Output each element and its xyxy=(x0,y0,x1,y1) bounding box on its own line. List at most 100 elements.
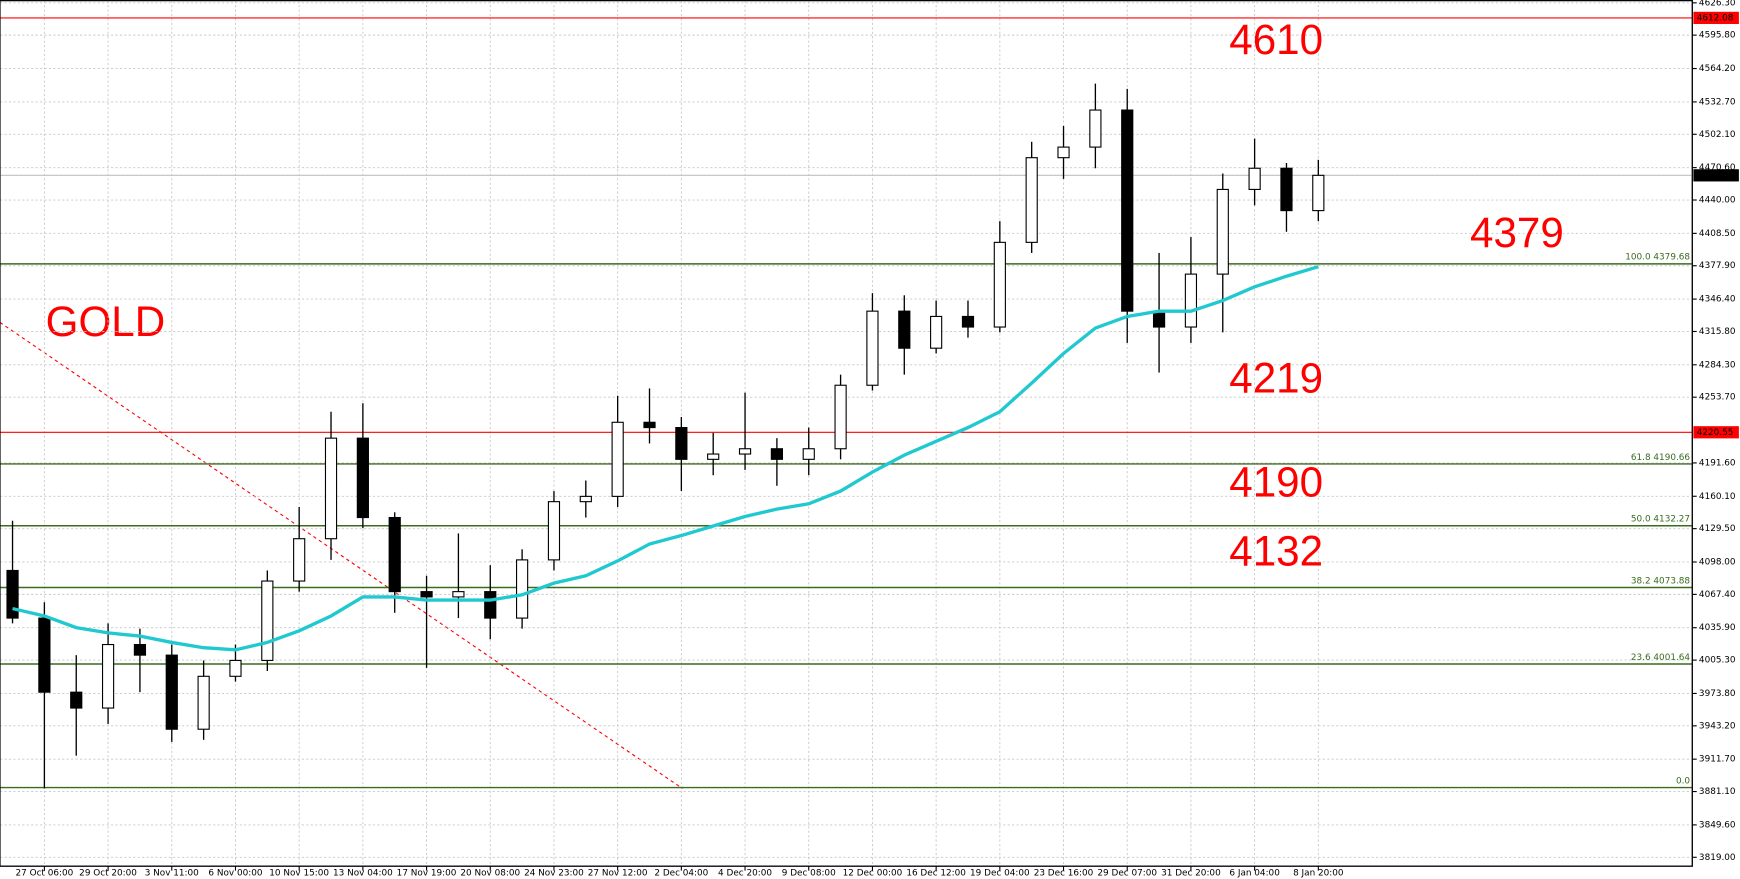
candle-body xyxy=(930,315,943,349)
current-price-tag xyxy=(1693,169,1739,182)
candle-body xyxy=(1089,109,1102,148)
y-tick-label: 4253.70 xyxy=(1699,393,1736,403)
x-tick-label: 31 Dec 20:00 xyxy=(1161,868,1221,878)
candle-body xyxy=(420,591,433,598)
candle-body xyxy=(38,617,51,693)
annotation: 4219 xyxy=(1229,354,1323,401)
candle-body xyxy=(547,501,561,561)
y-tick-label: 4098.00 xyxy=(1699,557,1736,567)
candle-body xyxy=(1216,188,1229,275)
candle-body xyxy=(675,427,688,460)
candle-body xyxy=(611,421,624,497)
candle-body xyxy=(261,580,274,661)
y-tick-label: 3819.00 xyxy=(1699,853,1736,863)
y-tick-label: 4191.60 xyxy=(1699,458,1736,468)
candle-body xyxy=(133,643,147,656)
y-tick-label: 3849.60 xyxy=(1699,820,1736,830)
candle-body xyxy=(579,495,592,503)
candle-body xyxy=(70,691,83,709)
x-tick-label: 13 Nov 04:00 xyxy=(333,868,393,878)
fib-label: 100.0 4379.68 xyxy=(1625,253,1690,263)
x-tick-label: 17 Nov 19:00 xyxy=(397,868,457,878)
x-tick-label: 9 Dec 08:00 xyxy=(782,868,836,878)
x-tick-label: 29 Dec 07:00 xyxy=(1097,868,1157,878)
candle-body xyxy=(898,310,911,349)
x-tick-label: 4 Dec 20:00 xyxy=(718,868,772,878)
fib-label: 23.6 4001.64 xyxy=(1631,653,1691,663)
y-tick-label: 3911.70 xyxy=(1699,755,1736,765)
y-tick-label: 4067.40 xyxy=(1699,590,1736,600)
annotation: 4610 xyxy=(1229,16,1323,63)
x-tick-label: 19 Dec 04:00 xyxy=(970,868,1030,878)
candle-body xyxy=(866,310,879,386)
candle-body xyxy=(197,675,210,730)
candle-body xyxy=(961,315,975,328)
y-tick-label: 4532.70 xyxy=(1699,97,1736,107)
price-tag-label: 4612.08 xyxy=(1697,13,1734,23)
y-tick-label: 4035.90 xyxy=(1699,623,1736,633)
y-tick-label: 3881.10 xyxy=(1699,787,1736,797)
chart-title: GOLD xyxy=(46,298,165,345)
candle-body xyxy=(165,654,178,730)
candle-body xyxy=(993,241,1006,328)
y-tick-label: 4440.00 xyxy=(1699,196,1736,206)
y-tick-label: 4626.30 xyxy=(1699,0,1736,8)
y-tick-label: 4564.20 xyxy=(1699,64,1736,74)
candle-body xyxy=(1312,174,1325,212)
candle-body xyxy=(707,453,720,460)
y-tick-label: 4346.40 xyxy=(1699,295,1736,305)
candle-body xyxy=(293,538,306,582)
price-tag xyxy=(1693,426,1739,439)
x-tick-label: 3 Nov 11:00 xyxy=(145,868,199,878)
candle-body xyxy=(484,591,497,619)
y-tick-label: 4377.90 xyxy=(1699,261,1736,271)
x-tick-label: 27 Nov 12:00 xyxy=(588,868,648,878)
candle-body xyxy=(802,448,815,460)
fib-label: 50.0 4132.27 xyxy=(1631,515,1690,525)
fib-label: 61.8 4190.66 xyxy=(1631,453,1691,463)
candle-body xyxy=(834,384,847,450)
x-tick-label: 8 Jan 20:00 xyxy=(1293,868,1344,878)
x-tick-label: 2 Dec 04:00 xyxy=(654,868,708,878)
y-tick-label: 4595.80 xyxy=(1699,31,1736,41)
x-tick-label: 24 Nov 23:00 xyxy=(524,868,584,878)
fib-label: 0.0 xyxy=(1676,776,1690,786)
candle-body xyxy=(770,448,783,460)
x-tick-label: 6 Nov 00:00 xyxy=(208,868,262,878)
candle-body xyxy=(738,448,752,455)
y-tick-label: 3943.20 xyxy=(1699,721,1736,731)
y-tick-label: 4284.30 xyxy=(1699,360,1736,370)
candle-body xyxy=(6,569,19,619)
y-tick-label: 4160.10 xyxy=(1699,492,1736,502)
current-price-label: 4463.32 xyxy=(1697,171,1734,181)
candle-body xyxy=(388,516,401,593)
annotation: 4379 xyxy=(1470,209,1564,256)
fib-label: 38.2 4073.88 xyxy=(1631,576,1691,586)
candle-body xyxy=(1152,310,1166,328)
candle-body xyxy=(1184,273,1198,328)
candle-body xyxy=(452,591,465,598)
x-tick-label: 20 Nov 08:00 xyxy=(460,868,520,878)
price-tag xyxy=(1693,11,1739,24)
y-tick-label: 3973.80 xyxy=(1699,689,1736,699)
candle-body xyxy=(516,559,529,619)
candle-body xyxy=(1248,167,1261,190)
annotation: 4132 xyxy=(1229,527,1323,574)
candle-body xyxy=(356,437,369,519)
trend-line xyxy=(0,321,683,789)
moving-average xyxy=(12,265,1319,652)
x-tick-label: 16 Dec 12:00 xyxy=(906,868,966,878)
y-tick-label: 4502.10 xyxy=(1699,130,1736,140)
candle-body xyxy=(1025,157,1038,243)
candle-body xyxy=(324,437,338,540)
x-tick-label: 27 Oct 06:00 xyxy=(16,868,74,878)
y-tick-label: 4005.30 xyxy=(1699,656,1736,666)
x-tick-label: 23 Dec 16:00 xyxy=(1034,868,1094,878)
plot-area xyxy=(0,0,1693,867)
price-tag-label: 4220.55 xyxy=(1697,428,1734,438)
x-tick-label: 12 Dec 00:00 xyxy=(843,868,903,878)
candle-body xyxy=(229,659,242,677)
candle-body xyxy=(101,643,115,709)
